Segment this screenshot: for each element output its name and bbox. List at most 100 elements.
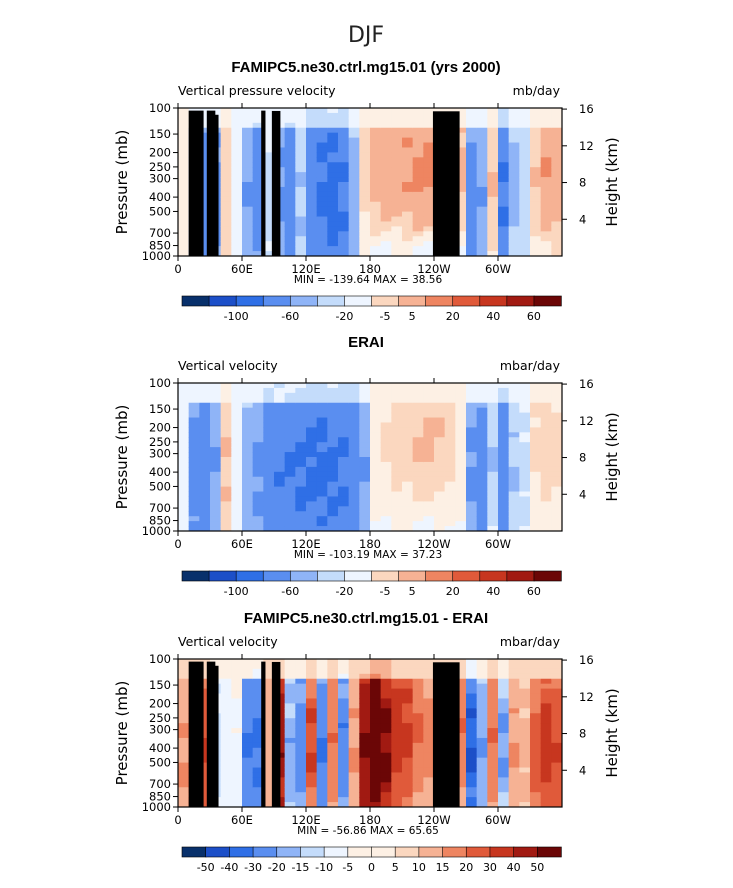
heatmap-cell bbox=[402, 117, 414, 124]
heatmap-cell bbox=[412, 668, 424, 675]
heatmap-cell bbox=[348, 481, 360, 488]
heatmap-cell bbox=[455, 782, 467, 788]
heatmap-cell bbox=[540, 452, 552, 458]
heatmap-cell bbox=[242, 417, 254, 424]
heatmap-cell bbox=[220, 457, 232, 463]
heatmap-cell bbox=[412, 737, 424, 744]
heatmap-cell bbox=[391, 172, 403, 178]
heatmap-cell bbox=[540, 147, 552, 153]
heatmap-cell bbox=[306, 206, 318, 213]
heatmap-cell bbox=[540, 412, 552, 419]
heatmap-cell bbox=[370, 442, 382, 448]
heatmap-cell bbox=[540, 122, 552, 129]
heatmap-cell bbox=[199, 777, 211, 783]
colorbar-box bbox=[479, 295, 508, 307]
heatmap-cell bbox=[231, 762, 243, 769]
heatmap-cell bbox=[316, 432, 328, 438]
heatmap-cell bbox=[551, 683, 562, 690]
heatmap-cell bbox=[316, 177, 328, 183]
heatmap-cell bbox=[231, 678, 243, 685]
heatmap-cell bbox=[327, 792, 339, 798]
heatmap-cell bbox=[306, 737, 318, 744]
heatmap-cell bbox=[391, 516, 403, 522]
heatmap-cell bbox=[466, 236, 478, 242]
heatmap-cell bbox=[476, 157, 488, 163]
heatmap-cell bbox=[252, 157, 264, 163]
heatmap-cell bbox=[348, 226, 360, 232]
heatmap-cell bbox=[188, 442, 200, 448]
heatmap-cell bbox=[348, 132, 360, 139]
heatmap-cell bbox=[530, 442, 542, 448]
y2-tick-label: 4 bbox=[579, 487, 586, 501]
heatmap-cell bbox=[210, 452, 222, 458]
heatmap-cell bbox=[476, 752, 488, 759]
heatmap-cell bbox=[178, 221, 190, 227]
heatmap-cell bbox=[519, 182, 531, 188]
heatmap-cell bbox=[295, 466, 307, 473]
heatmap-cell bbox=[380, 501, 392, 507]
heatmap-cell bbox=[498, 457, 510, 463]
heatmap-cell bbox=[455, 678, 467, 685]
heatmap-cell bbox=[284, 491, 296, 498]
terrain-mask bbox=[206, 661, 216, 807]
heatmap-cell bbox=[210, 437, 222, 443]
heatmap-cell bbox=[252, 201, 264, 208]
heatmap-cell bbox=[231, 733, 243, 739]
heatmap-cell bbox=[327, 526, 339, 531]
heatmap-cell bbox=[252, 678, 264, 685]
heatmap-cell bbox=[252, 117, 264, 124]
heatmap-cell bbox=[188, 407, 200, 414]
heatmap-cell bbox=[391, 476, 403, 483]
heatmap-cell bbox=[530, 152, 542, 158]
heatmap-cell bbox=[476, 481, 488, 488]
heatmap-cell bbox=[498, 737, 510, 744]
heatmap-cell bbox=[476, 241, 488, 247]
heatmap-cell bbox=[348, 383, 360, 389]
heatmap-cell bbox=[391, 728, 403, 734]
heatmap-cell bbox=[327, 452, 339, 458]
heatmap-cell bbox=[359, 457, 371, 463]
heatmap-cell bbox=[348, 387, 360, 394]
heatmap-cell bbox=[530, 683, 542, 690]
heatmap-cell bbox=[380, 383, 392, 389]
heatmap-cell bbox=[380, 461, 392, 468]
y2-tick-label: 8 bbox=[579, 451, 586, 465]
heatmap-cell bbox=[306, 772, 318, 778]
heatmap-cell bbox=[455, 152, 467, 158]
heatmap-cell bbox=[540, 191, 552, 198]
heatmap-cell bbox=[199, 673, 211, 680]
heatmap-cell bbox=[263, 157, 275, 163]
heatmap-cell bbox=[231, 412, 243, 419]
heatmap-cell bbox=[252, 693, 264, 700]
heatmap-cell bbox=[455, 718, 467, 724]
heatmap-cell bbox=[487, 251, 499, 256]
heatmap-cell bbox=[220, 506, 232, 512]
heatmap-cell bbox=[231, 673, 243, 680]
heatmap-cell bbox=[519, 241, 531, 247]
heatmap-cell bbox=[551, 802, 562, 807]
heatmap-cell bbox=[338, 742, 350, 749]
heatmap-cell bbox=[434, 511, 446, 517]
heatmap-cell bbox=[519, 427, 531, 433]
heatmap-cell bbox=[220, 122, 232, 129]
heatmap-cell bbox=[551, 108, 562, 114]
heatmap-cell bbox=[391, 737, 403, 744]
heatmap-cell bbox=[306, 383, 318, 389]
heatmap-cell bbox=[380, 196, 392, 203]
heatmap-cell bbox=[476, 127, 488, 134]
heatmap-cell bbox=[498, 521, 510, 527]
heatmap-cell bbox=[380, 437, 392, 443]
heatmap-cell bbox=[487, 127, 499, 134]
heatmap-cell bbox=[348, 251, 360, 256]
heatmap-cell bbox=[530, 437, 542, 443]
heatmap-cell bbox=[370, 742, 382, 749]
heatmap-cell bbox=[508, 491, 520, 498]
heatmap-cell bbox=[231, 471, 243, 478]
heatmap-cell bbox=[284, 236, 296, 242]
heatmap-cell bbox=[498, 167, 510, 173]
heatmap-cell bbox=[327, 152, 339, 158]
heatmap-cell bbox=[508, 762, 520, 769]
heatmap-cell bbox=[178, 693, 190, 700]
heatmap-cell bbox=[551, 127, 562, 134]
heatmap-cell bbox=[263, 772, 275, 778]
